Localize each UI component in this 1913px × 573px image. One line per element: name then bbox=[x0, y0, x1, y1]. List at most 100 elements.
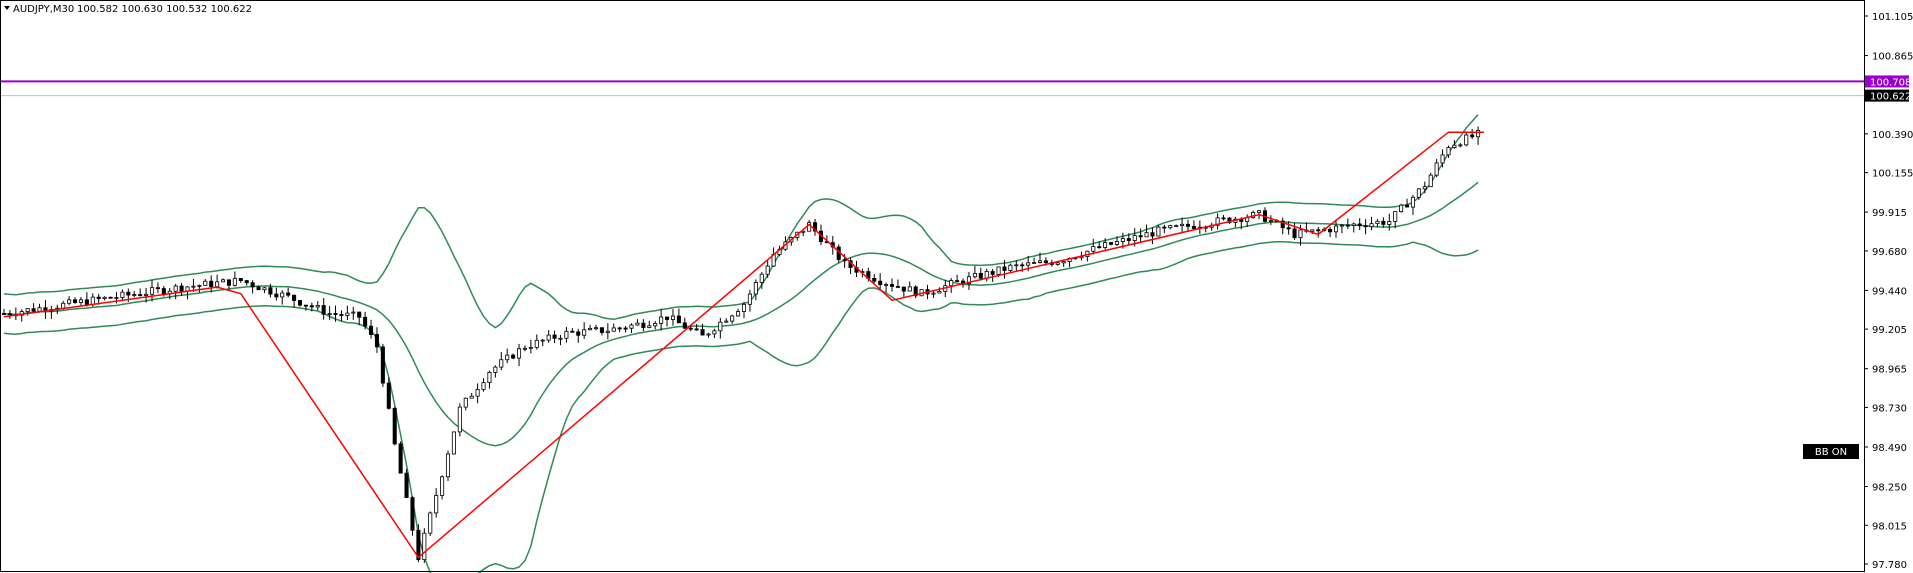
candle bbox=[1014, 260, 1019, 272]
candle bbox=[730, 314, 735, 324]
candle bbox=[1375, 219, 1380, 228]
candle bbox=[1387, 213, 1392, 231]
candle bbox=[1103, 238, 1108, 250]
candle bbox=[1097, 241, 1102, 249]
candle bbox=[694, 323, 699, 331]
y-tick-label: 99.205 bbox=[1872, 325, 1907, 336]
candle bbox=[67, 296, 72, 306]
candle bbox=[173, 283, 178, 300]
candle bbox=[1008, 263, 1013, 274]
candle bbox=[1268, 215, 1273, 225]
candle bbox=[469, 392, 474, 399]
candle bbox=[1464, 131, 1469, 147]
candle bbox=[274, 287, 279, 301]
candle bbox=[813, 218, 818, 236]
candle bbox=[511, 353, 516, 360]
candle bbox=[1440, 149, 1445, 168]
candles bbox=[1, 126, 1481, 563]
candle bbox=[653, 320, 658, 330]
candle bbox=[226, 279, 231, 290]
candle bbox=[1416, 188, 1421, 200]
candle bbox=[1156, 224, 1161, 237]
candle bbox=[1410, 194, 1415, 215]
candle bbox=[949, 278, 954, 293]
candle bbox=[736, 308, 741, 317]
current-price-tag bbox=[1865, 89, 1909, 102]
candle bbox=[386, 377, 391, 410]
candle bbox=[895, 279, 900, 288]
candle bbox=[913, 285, 918, 299]
candle bbox=[676, 308, 681, 324]
collapse-triangle-icon[interactable] bbox=[4, 6, 10, 10]
candle bbox=[1458, 143, 1463, 148]
candle bbox=[434, 488, 439, 518]
candle bbox=[1191, 220, 1196, 230]
candle bbox=[540, 339, 545, 347]
candle bbox=[499, 351, 504, 371]
candle bbox=[250, 280, 255, 294]
candle bbox=[149, 280, 155, 302]
candle bbox=[209, 275, 214, 293]
candle bbox=[552, 330, 557, 344]
candle bbox=[564, 326, 569, 343]
candle bbox=[1286, 221, 1291, 235]
y-tick-label: 98.730 bbox=[1872, 403, 1907, 414]
candle bbox=[1333, 219, 1339, 238]
candle bbox=[582, 322, 587, 339]
candle bbox=[1144, 224, 1149, 238]
candle bbox=[724, 318, 729, 323]
resistance-level-tag bbox=[1865, 75, 1909, 88]
candle bbox=[1428, 172, 1433, 188]
candle bbox=[1328, 226, 1333, 238]
candle bbox=[303, 304, 308, 311]
candle bbox=[884, 282, 889, 293]
candle bbox=[428, 511, 433, 537]
candle bbox=[1, 308, 7, 315]
candle bbox=[1345, 218, 1350, 229]
candle bbox=[410, 496, 415, 536]
candle bbox=[1162, 224, 1167, 234]
y-tick-label: 99.915 bbox=[1872, 208, 1907, 219]
candle bbox=[647, 320, 652, 329]
chart-header: AUDJPY,M30 100.582 100.630 100.532 100.6… bbox=[4, 4, 252, 15]
candle bbox=[321, 298, 326, 320]
bb-on-button[interactable]: BB ON bbox=[1803, 444, 1859, 459]
candle bbox=[570, 328, 575, 333]
candle bbox=[345, 305, 350, 320]
candle bbox=[404, 468, 409, 498]
candle bbox=[611, 323, 616, 332]
zigzag-line bbox=[3, 131, 1484, 559]
candle bbox=[907, 281, 912, 292]
candle bbox=[1422, 181, 1427, 194]
candle bbox=[197, 284, 202, 293]
candle bbox=[398, 441, 403, 474]
y-tick-label: 97.780 bbox=[1872, 560, 1907, 571]
y-tick-label: 100.390 bbox=[1872, 130, 1913, 141]
plot-frame bbox=[0, 0, 1865, 572]
candle bbox=[203, 279, 208, 286]
y-tick-label: 99.440 bbox=[1872, 286, 1907, 297]
candle bbox=[1114, 236, 1119, 247]
candle bbox=[1174, 224, 1179, 228]
y-tick-label: 101.105 bbox=[1872, 12, 1913, 23]
candle bbox=[1357, 218, 1362, 231]
candle bbox=[1470, 129, 1475, 140]
candle bbox=[7, 309, 12, 319]
candle bbox=[1109, 241, 1114, 246]
y-tick-label: 98.965 bbox=[1872, 365, 1907, 376]
candle bbox=[244, 280, 249, 286]
candle bbox=[1126, 233, 1131, 246]
candle bbox=[256, 285, 261, 291]
candle bbox=[144, 287, 149, 303]
candle bbox=[1476, 126, 1481, 145]
candle bbox=[487, 370, 492, 389]
candle bbox=[759, 272, 764, 289]
candle bbox=[132, 290, 137, 298]
current-price-label: 100.622 bbox=[1870, 92, 1911, 103]
candle bbox=[712, 328, 717, 339]
candle bbox=[623, 326, 628, 333]
candle bbox=[706, 332, 711, 338]
candle bbox=[440, 475, 445, 500]
